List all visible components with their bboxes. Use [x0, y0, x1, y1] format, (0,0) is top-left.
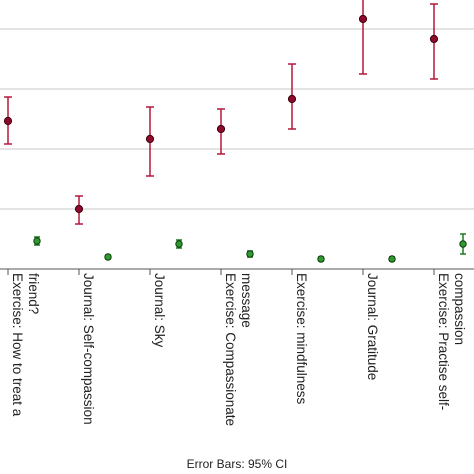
data-marks	[3, 0, 467, 263]
x-axis-ticks	[7, 269, 435, 275]
data-point-red	[429, 34, 439, 44]
gridlines	[0, 28, 474, 210]
x-tick-label-line: Exercise: mindfulness	[294, 273, 309, 405]
x-tick-label: Journal: Sky	[152, 273, 167, 348]
x-tick-label-line: Journal: Self-compassion	[81, 273, 96, 425]
x-tick-label: Journal: Self-compassion	[81, 273, 96, 425]
data-point-green	[175, 240, 183, 248]
data-point-red	[358, 14, 368, 24]
x-tick-label-line: Journal: Gratitude	[365, 273, 380, 380]
x-tick-label-line: message	[239, 273, 254, 328]
data-point-green	[317, 255, 325, 263]
data-point-red	[287, 94, 297, 104]
data-point-green	[459, 240, 467, 248]
x-tick-label-line: Journal: Sky	[152, 273, 167, 348]
data-point-green	[104, 253, 112, 261]
x-tick-label-line: Exercise: Compassionate	[223, 273, 238, 426]
x-tick-label: Exercise: mindfulness	[294, 273, 309, 405]
data-point-red	[3, 116, 13, 126]
x-tick-label-line: compassion	[452, 273, 467, 345]
data-point-red	[216, 124, 226, 134]
x-tick-label-line: Exercise: Practise self-	[436, 273, 451, 410]
error-bars-footnote: Error Bars: 95% CI	[186, 457, 288, 471]
data-point-green	[388, 255, 396, 263]
x-tick-label: Exercise: Practise self-compassion	[436, 273, 467, 410]
x-tick-label: Journal: Gratitude	[365, 273, 380, 380]
data-point-red	[145, 134, 155, 144]
data-point-green	[246, 250, 254, 258]
x-tick-label: Exercise: How to treat afriend?	[10, 273, 41, 417]
data-point-green	[33, 237, 41, 245]
x-tick-label: Exercise: Compassionatemessage	[223, 273, 254, 426]
data-point-red	[74, 204, 84, 214]
x-axis-tick-labels: Exercise: How to treat afriend? Journal: …	[10, 273, 467, 426]
x-tick-label-line: friend?	[26, 273, 41, 314]
x-tick-label-line: Exercise: How to treat a	[10, 273, 25, 417]
